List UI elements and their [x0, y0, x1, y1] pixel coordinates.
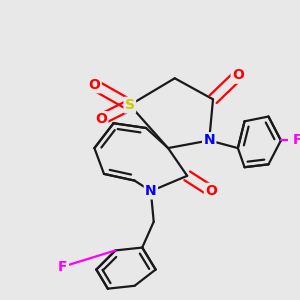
Text: F: F: [58, 260, 68, 274]
Text: O: O: [232, 68, 244, 83]
Text: F: F: [292, 134, 300, 147]
Text: O: O: [88, 78, 101, 92]
Text: N: N: [203, 134, 215, 147]
Text: O: O: [95, 112, 107, 126]
Text: O: O: [205, 184, 217, 198]
Text: N: N: [145, 184, 157, 198]
Text: S: S: [125, 98, 135, 112]
